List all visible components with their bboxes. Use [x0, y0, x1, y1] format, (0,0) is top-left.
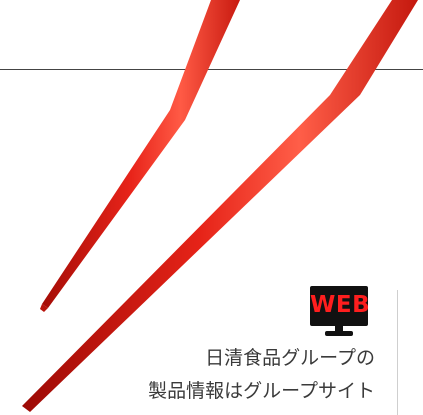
chopstick-right — [22, 0, 418, 412]
horizontal-divider — [0, 69, 423, 70]
caption-line-1: 日清食品グループの — [205, 347, 375, 369]
monitor-stand-neck — [335, 326, 343, 332]
chopstick-left-tip — [40, 304, 48, 312]
web-badge-label: WEB — [310, 292, 371, 318]
group-site-caption[interactable]: 日清食品グループの 製品情報はグループサイト — [148, 342, 375, 408]
monitor-stand-base — [325, 331, 353, 336]
monitor-screen: WEB — [310, 286, 371, 326]
caption-line-2: 製品情報はグループサイト — [148, 380, 375, 402]
web-monitor-icon[interactable]: WEB — [310, 286, 371, 338]
vertical-divider — [397, 290, 398, 415]
chopstick-left — [42, 0, 240, 308]
